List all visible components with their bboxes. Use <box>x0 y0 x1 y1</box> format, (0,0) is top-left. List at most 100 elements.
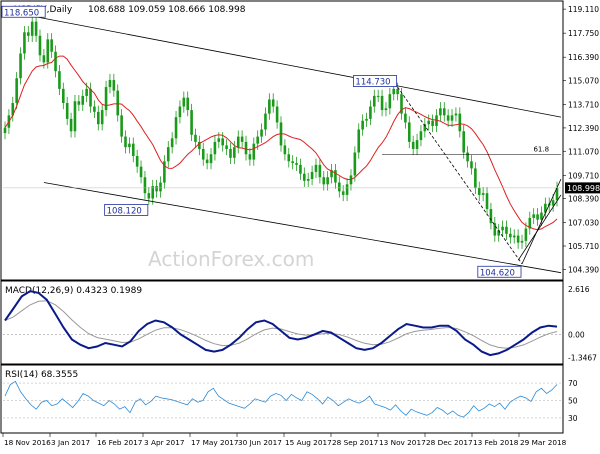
candle-body <box>392 88 396 95</box>
candle-body <box>306 179 310 181</box>
x-axis: 18 Nov 2016 3 Jan 2017 16 Feb 2017 3 Apr 20… <box>2 433 567 447</box>
y-tick-label: 104.390 <box>568 265 599 274</box>
rising-trend-line <box>521 178 562 265</box>
price-annotation-label: 104.620 <box>480 268 515 278</box>
candle-body <box>11 102 15 116</box>
rsi-pane <box>0 364 564 434</box>
candle-body <box>516 235 520 243</box>
x-tick-label: 28 Dec 2017 <box>426 438 473 447</box>
candle-body <box>248 154 252 160</box>
macd-title: MACD(12,26,9) 0.4323 0.1989 <box>5 286 142 296</box>
candle-body <box>77 101 81 105</box>
candle-body <box>435 115 438 126</box>
candle-body <box>85 88 88 96</box>
rsi-y-label: 70 <box>568 379 578 388</box>
candle-body <box>442 108 446 116</box>
candle-body <box>221 138 224 146</box>
macd-line <box>4 290 558 357</box>
rsi-y-label: 30 <box>568 414 578 423</box>
candle-body <box>271 99 275 107</box>
candle-body <box>501 226 504 231</box>
watermark: ActionForex.com <box>148 247 314 271</box>
price-annotation-box <box>477 265 522 278</box>
candle-body <box>411 141 415 149</box>
candle-body <box>489 209 493 224</box>
candle-body <box>454 113 458 116</box>
rising-trend-line <box>517 194 562 261</box>
candle-body <box>178 106 182 118</box>
candle-body <box>423 124 427 132</box>
candle-body <box>291 161 294 164</box>
current-price-tag <box>565 182 600 194</box>
candle-body <box>260 129 263 137</box>
x-tick-label: 13 Nov 2017 <box>379 438 426 447</box>
candle-body <box>124 136 127 148</box>
candle-body <box>396 88 399 95</box>
candle-body <box>540 212 543 220</box>
candle-body <box>404 113 407 123</box>
rsi-y-label: 50 <box>568 397 578 406</box>
macd-y-label: -1.3467 <box>568 354 597 363</box>
candle-body <box>116 90 120 116</box>
candle-body <box>287 154 291 162</box>
candle-body <box>509 233 512 238</box>
candle-body <box>283 145 287 155</box>
candle-body <box>225 145 228 149</box>
candle-body <box>474 168 477 188</box>
candle-body <box>256 136 259 144</box>
candle-body <box>19 53 22 79</box>
x-tick-label: 3 Apr 2017 <box>144 438 185 447</box>
candle-body <box>147 193 151 199</box>
candle-body <box>58 71 61 89</box>
candle-body <box>481 193 485 195</box>
candle-body <box>27 32 30 36</box>
y-tick-label: 108.390 <box>568 195 599 204</box>
x-tick-label: 15 Aug 2017 <box>285 438 332 447</box>
candle-body <box>194 134 197 142</box>
candle-body <box>466 152 469 162</box>
macd-pane <box>0 280 564 365</box>
candle-body <box>182 97 186 107</box>
candle-body <box>497 230 500 236</box>
price-series: 118.650 108.120 114.730 104.620 61.8 <box>1 5 562 278</box>
candle-body <box>143 177 147 194</box>
candle-body <box>551 200 555 206</box>
candle-body <box>46 39 50 63</box>
y-tick-label: 116.390 <box>568 53 599 62</box>
candle-body <box>415 140 419 149</box>
candle-body <box>229 148 232 158</box>
price-annotation-label: 108.120 <box>107 206 142 216</box>
candle-body <box>310 171 314 180</box>
candle-body <box>299 164 302 174</box>
macd-y-label: 0.00 <box>568 330 585 339</box>
candle-body <box>139 166 143 178</box>
candle-body <box>485 193 489 210</box>
candle-body <box>236 136 240 148</box>
y-tick-label: 107.030 <box>568 219 599 228</box>
candle-body <box>252 143 256 160</box>
candle-body <box>419 131 423 141</box>
price-annotation-box <box>353 75 398 87</box>
candle-body <box>54 51 57 72</box>
candle-body <box>493 223 497 236</box>
candle-body <box>520 240 524 243</box>
candle-body <box>470 161 473 169</box>
candle-body <box>108 80 112 88</box>
upper-channel-line <box>24 14 562 118</box>
candle-body <box>112 80 116 91</box>
candle-body <box>15 78 18 103</box>
candle-body <box>376 95 380 97</box>
candle-body <box>341 191 345 195</box>
candle-body <box>458 113 462 132</box>
candle-body <box>357 129 361 153</box>
candle-body <box>131 143 135 157</box>
lower-channel-line <box>43 182 562 274</box>
x-tick-label: 13 Feb 2018 <box>473 438 519 447</box>
candle-body <box>544 203 547 213</box>
candle-body <box>369 106 372 119</box>
candle-body <box>128 143 131 148</box>
candle-body <box>326 177 329 185</box>
candle-body <box>505 226 508 234</box>
